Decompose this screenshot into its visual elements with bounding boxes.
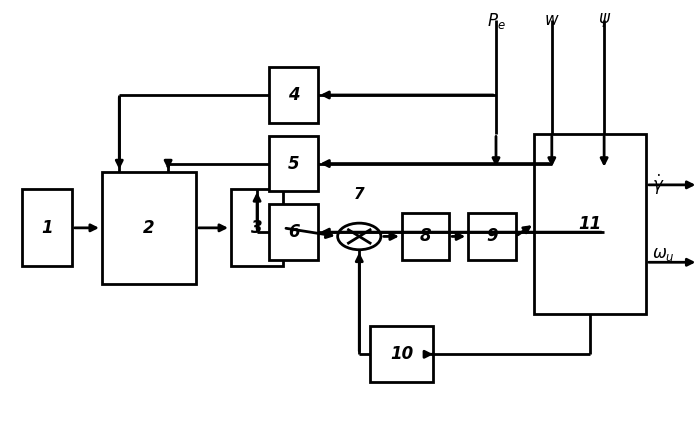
Bar: [402, 213, 449, 260]
Circle shape: [338, 223, 381, 250]
Text: $\dot{\gamma}$: $\dot{\gamma}$: [652, 173, 665, 197]
Bar: [269, 136, 318, 191]
Text: 6: 6: [288, 223, 299, 241]
Text: 9: 9: [486, 227, 498, 246]
Text: 4: 4: [288, 86, 299, 104]
Text: 1: 1: [41, 219, 52, 237]
Text: 3: 3: [251, 219, 263, 237]
Text: $P_e$: $P_e$: [487, 12, 505, 31]
Text: 11: 11: [579, 215, 602, 233]
Text: 10: 10: [390, 345, 413, 363]
Bar: [370, 326, 433, 382]
Text: 7: 7: [354, 187, 365, 202]
Bar: [231, 189, 283, 267]
Text: 2: 2: [143, 219, 154, 237]
Text: 8: 8: [419, 227, 431, 246]
Bar: [468, 213, 516, 260]
Bar: [102, 172, 196, 283]
Text: $\psi$: $\psi$: [598, 12, 611, 29]
Bar: [534, 134, 646, 313]
Text: $\omega_u$: $\omega_u$: [652, 245, 675, 263]
Text: 5: 5: [288, 154, 299, 172]
Text: $w$: $w$: [544, 12, 560, 29]
Bar: [269, 204, 318, 260]
Bar: [22, 189, 72, 267]
Bar: [269, 67, 318, 123]
